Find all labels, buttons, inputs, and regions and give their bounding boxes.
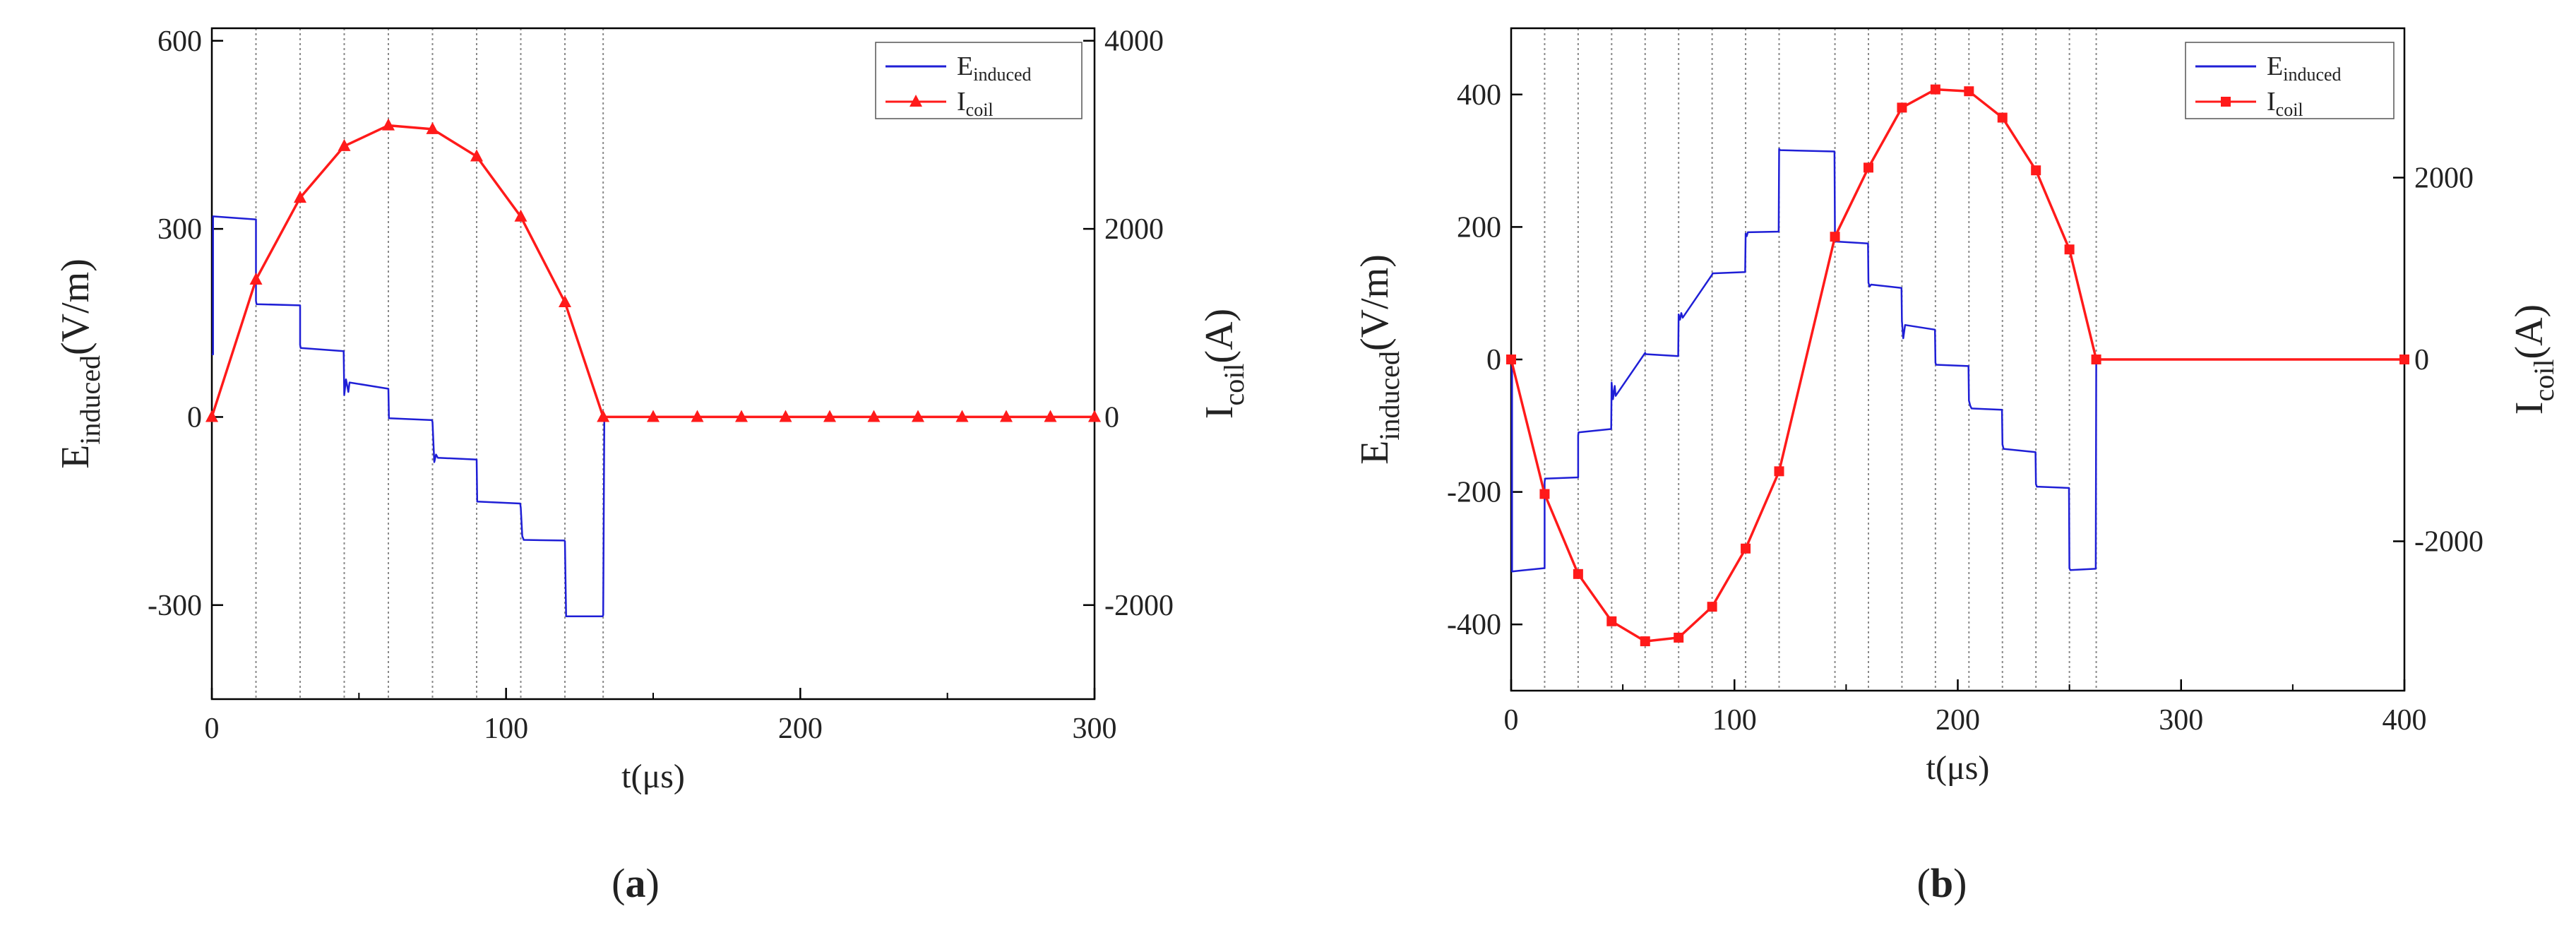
y-right-tick-label: 0 bbox=[2414, 344, 2429, 376]
data-point-i-coil bbox=[2091, 355, 2101, 364]
data-point-i-coil bbox=[1997, 112, 2008, 123]
x-tick-label: 0 bbox=[1504, 704, 1519, 737]
data-point-i-coil bbox=[1000, 410, 1013, 422]
data-point-i-coil bbox=[735, 410, 748, 422]
panel-label: (b) bbox=[1917, 860, 1967, 906]
data-point-i-coil bbox=[205, 410, 218, 422]
legend-marker bbox=[2221, 97, 2231, 107]
data-point-i-coil bbox=[1674, 632, 1684, 643]
y-left-tick-label: 200 bbox=[1457, 211, 1501, 244]
y-right-tick-label: -2000 bbox=[2414, 525, 2483, 558]
x-tick-label: 300 bbox=[2159, 704, 2203, 737]
y-left-tick-label: 400 bbox=[1457, 79, 1501, 112]
x-tick-label: 400 bbox=[2383, 704, 2427, 737]
data-point-i-coil bbox=[470, 149, 483, 162]
y-right-tick-label: 2000 bbox=[1104, 213, 1164, 246]
data-point-i-coil bbox=[597, 410, 610, 422]
data-point-i-coil bbox=[1864, 162, 1873, 173]
x-tick-label: 300 bbox=[1073, 713, 1117, 745]
panel-label: (a) bbox=[612, 860, 660, 906]
data-point-i-coil bbox=[1930, 84, 1940, 95]
data-point-i-coil bbox=[1774, 466, 1784, 477]
data-point-i-coil bbox=[1506, 355, 1516, 364]
data-point-i-coil bbox=[912, 410, 924, 422]
data-point-i-coil bbox=[2031, 165, 2041, 176]
data-point-i-coil bbox=[647, 410, 660, 422]
data-point-i-coil bbox=[382, 118, 395, 131]
data-point-i-coil bbox=[294, 191, 306, 203]
data-point-i-coil bbox=[1573, 568, 1583, 579]
data-point-i-coil bbox=[249, 273, 263, 285]
y-left-tick-label: -200 bbox=[1447, 477, 1501, 509]
panel-a-chart: 0 100 200 300 -300 0 300 600 -2000 0 2000 4000 t(μs)… bbox=[54, 25, 1250, 906]
x-tick-label: 100 bbox=[1712, 704, 1757, 737]
data-point-i-coil bbox=[1707, 602, 1717, 612]
x-tick-label: 200 bbox=[1936, 704, 1980, 737]
y-left-tick-label: 0 bbox=[1486, 344, 1501, 376]
y-left-axis-title: Einduced(V/m) bbox=[1353, 254, 1405, 465]
y-right-tick-label: -2000 bbox=[1104, 590, 1174, 622]
data-point-i-coil bbox=[955, 410, 969, 422]
y-left-tick-label: 600 bbox=[157, 25, 202, 58]
data-point-i-coil bbox=[1044, 410, 1057, 422]
y-left-tick-label: 0 bbox=[187, 401, 202, 434]
legend-entry-label: Icoil bbox=[957, 87, 994, 120]
data-point-i-coil bbox=[559, 294, 571, 307]
data-point-i-coil bbox=[1640, 636, 1650, 647]
data-point-i-coil bbox=[691, 410, 704, 422]
data-point-i-coil bbox=[1741, 543, 1751, 554]
data-point-i-coil bbox=[1539, 489, 1550, 499]
data-point-i-coil bbox=[1964, 86, 1974, 97]
y-right-tick-label: 4000 bbox=[1104, 25, 1164, 58]
data-point-i-coil bbox=[779, 410, 792, 422]
data-point-i-coil bbox=[823, 410, 836, 422]
data-point-i-coil bbox=[2064, 244, 2075, 255]
y-right-tick-label: 0 bbox=[1104, 401, 1119, 434]
data-point-i-coil bbox=[1830, 232, 1840, 242]
y-left-tick-label: -400 bbox=[1447, 609, 1501, 641]
x-tick-label: 200 bbox=[778, 713, 823, 745]
x-tick-label: 100 bbox=[484, 713, 528, 745]
data-point-i-coil bbox=[2399, 355, 2409, 364]
x-axis-title: t(μs) bbox=[621, 758, 685, 795]
y-left-tick-label: -300 bbox=[148, 590, 202, 622]
series-line-e-induced bbox=[212, 215, 1095, 618]
x-tick-label: 0 bbox=[205, 713, 220, 745]
x-axis-title: t(μs) bbox=[1926, 749, 1990, 787]
data-point-i-coil bbox=[1606, 616, 1617, 626]
legend-marker bbox=[910, 95, 922, 107]
panel-b-chart: 0 100 200 300 400-400-2000200400-200002000t(… bbox=[1353, 27, 2560, 906]
legend-entry-label: Einduced bbox=[957, 52, 1032, 85]
y-left-axis-title: Einduced(V/m) bbox=[54, 258, 106, 469]
y-right-tick-label: 2000 bbox=[2414, 162, 2474, 195]
data-point-i-coil bbox=[514, 209, 527, 222]
y-left-tick-label: 300 bbox=[157, 213, 202, 246]
data-point-i-coil bbox=[1897, 102, 1907, 113]
legend-box bbox=[2185, 42, 2395, 119]
data-point-i-coil bbox=[1088, 410, 1101, 422]
series-line-e-induced bbox=[1511, 148, 2404, 573]
legend-entry-label: Icoil bbox=[2267, 87, 2303, 120]
data-point-i-coil bbox=[426, 121, 439, 134]
data-point-i-coil bbox=[867, 410, 881, 422]
y-right-axis-title: Icoil(A) bbox=[2508, 304, 2560, 415]
legend-entry-label: Einduced bbox=[2267, 52, 2342, 85]
data-point-i-coil bbox=[338, 138, 351, 151]
y-right-axis-title: Icoil(A) bbox=[1198, 309, 1250, 419]
